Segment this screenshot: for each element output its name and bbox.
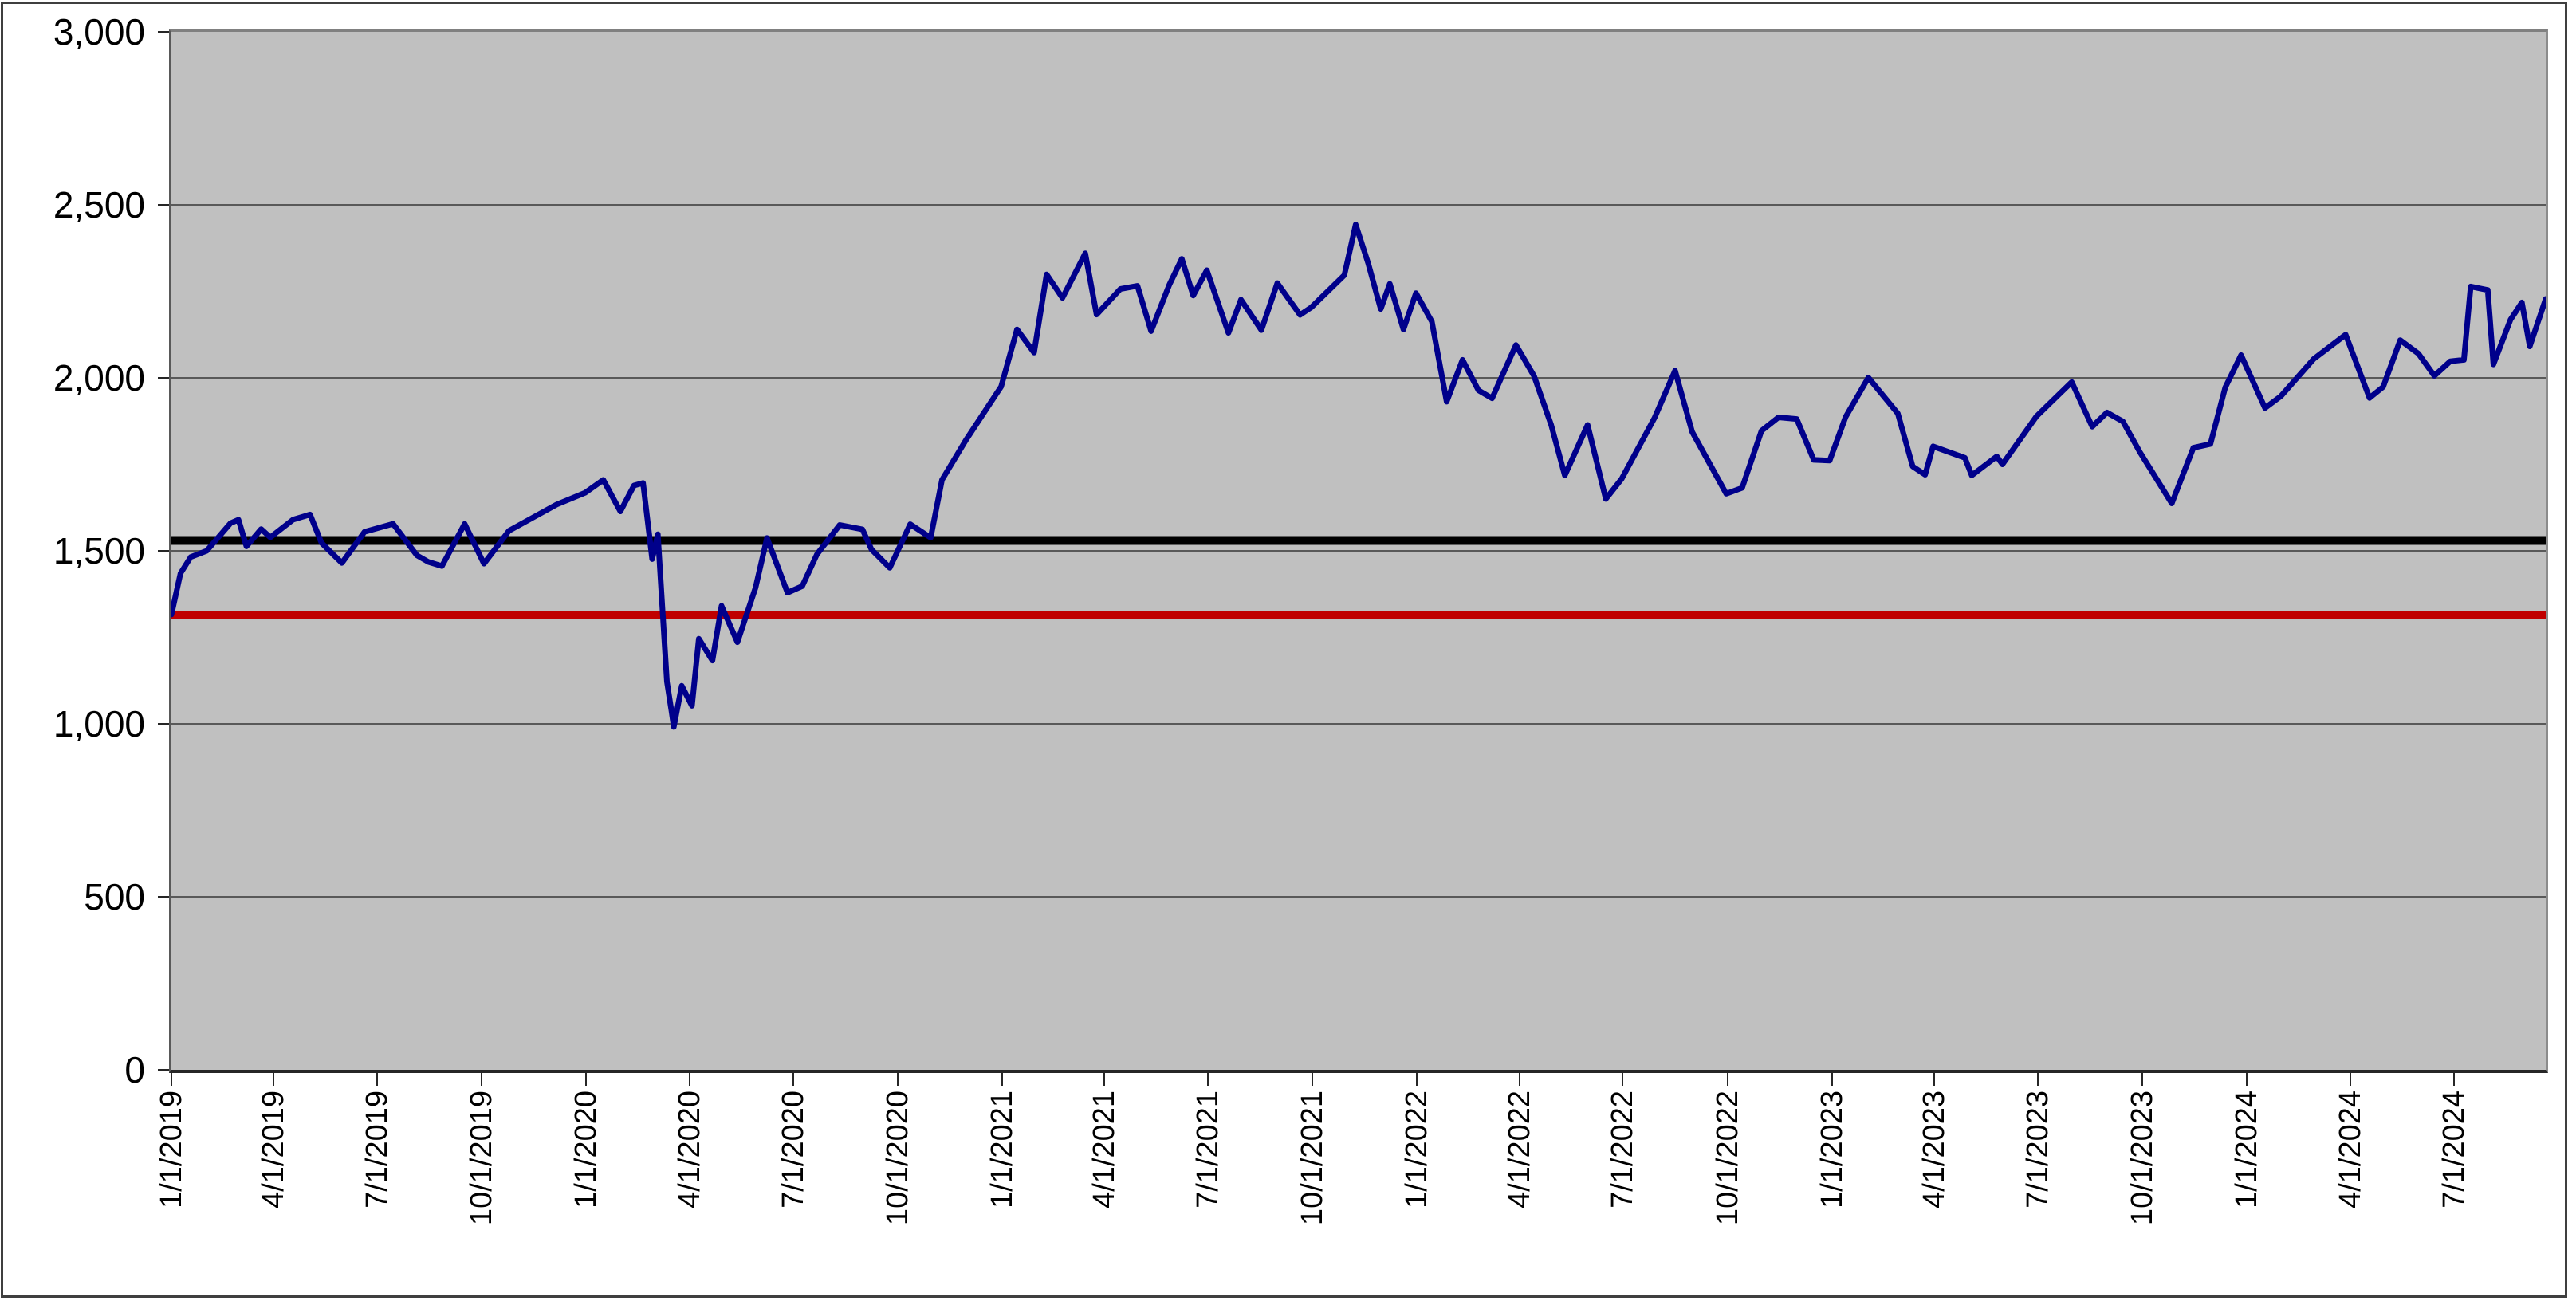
x-axis-tick-10/1/2022 <box>1726 1073 1728 1086</box>
x-axis-tick-4/1/2023 <box>1933 1073 1936 1086</box>
y-axis-tick-500 <box>158 896 169 898</box>
x-axis-label-10/1/2019: 10/1/2019 <box>465 1091 499 1226</box>
y-axis-tick-1,000 <box>158 723 169 725</box>
x-axis-tick-7/1/2023 <box>2036 1073 2039 1086</box>
y-axis-label-500: 500 <box>84 876 145 918</box>
y-axis-label-1,500: 1,500 <box>53 530 145 572</box>
x-axis-tick-10/1/2021 <box>1312 1073 1314 1086</box>
x-axis-label-4/1/2019: 4/1/2019 <box>257 1091 291 1209</box>
x-axis-label-4/1/2023: 4/1/2023 <box>1917 1091 1952 1209</box>
x-axis-label-7/1/2021: 7/1/2021 <box>1191 1091 1225 1209</box>
x-axis-label-1/1/2024: 1/1/2024 <box>2230 1091 2264 1209</box>
x-axis-tick-7/1/2019 <box>376 1073 379 1086</box>
x-axis-tick-4/1/2020 <box>689 1073 691 1086</box>
x-axis-label-1/1/2022: 1/1/2022 <box>1400 1091 1434 1209</box>
x-axis-label-10/1/2022: 10/1/2022 <box>1710 1091 1744 1226</box>
x-axis-label-10/1/2020: 10/1/2020 <box>880 1091 914 1226</box>
y-axis-tick-1,500 <box>158 550 169 552</box>
x-axis-tick-10/1/2023 <box>2141 1073 2143 1086</box>
x-axis-tick-7/1/2022 <box>1622 1073 1624 1086</box>
x-axis-label-10/1/2021: 10/1/2021 <box>1296 1091 1330 1226</box>
x-axis-label-7/1/2022: 7/1/2022 <box>1606 1091 1640 1209</box>
x-axis-tick-1/1/2022 <box>1416 1073 1418 1086</box>
x-axis-label-4/1/2022: 4/1/2022 <box>1502 1091 1536 1209</box>
x-axis-label-1/1/2019: 1/1/2019 <box>155 1091 188 1209</box>
y-axis-tick-3,000 <box>158 31 169 33</box>
x-axis-label-10/1/2023: 10/1/2023 <box>2125 1091 2159 1226</box>
x-axis-tick-4/1/2022 <box>1518 1073 1520 1086</box>
y-axis-label-2,000: 2,000 <box>53 357 145 399</box>
x-axis-tick-1/1/2021 <box>1001 1073 1004 1086</box>
x-axis-tick-1/1/2023 <box>1831 1073 1833 1086</box>
y-axis-label-0: 0 <box>124 1049 145 1091</box>
y-axis-label-1,000: 1,000 <box>53 703 145 745</box>
x-axis-tick-7/1/2024 <box>2452 1073 2455 1086</box>
x-axis-tick-1/1/2024 <box>2246 1073 2248 1086</box>
y-axis-label-2,500: 2,500 <box>53 184 145 226</box>
plot-canvas <box>171 204 2546 898</box>
y-axis-tick-0 <box>158 1069 169 1071</box>
y-axis-label-3,000: 3,000 <box>53 11 145 53</box>
plot-area <box>169 29 2548 1073</box>
x-axis-label-7/1/2023: 7/1/2023 <box>2020 1091 2055 1209</box>
x-axis-tick-4/1/2024 <box>2349 1073 2351 1086</box>
x-axis-tick-1/1/2019 <box>171 1073 172 1086</box>
x-axis-tick-4/1/2021 <box>1103 1073 1106 1086</box>
x-axis-tick-10/1/2019 <box>481 1073 483 1086</box>
x-axis-label-4/1/2024: 4/1/2024 <box>2333 1091 2367 1209</box>
x-axis-tick-1/1/2020 <box>585 1073 588 1086</box>
y-axis-tick-2,500 <box>158 204 169 206</box>
x-axis-tick-7/1/2020 <box>792 1073 794 1086</box>
x-axis-label-4/1/2021: 4/1/2021 <box>1087 1091 1122 1209</box>
x-axis-label-7/1/2019: 7/1/2019 <box>360 1091 395 1209</box>
x-axis-tick-7/1/2021 <box>1207 1073 1209 1086</box>
x-axis-label-7/1/2024: 7/1/2024 <box>2436 1091 2471 1209</box>
x-axis-label-1/1/2021: 1/1/2021 <box>985 1091 1020 1209</box>
x-axis-label-1/1/2020: 1/1/2020 <box>569 1091 604 1209</box>
series-line-daily-index-close <box>171 222 2546 730</box>
y-axis-tick-2,000 <box>158 377 169 379</box>
x-axis-label-7/1/2020: 7/1/2020 <box>776 1091 810 1209</box>
x-axis-label-4/1/2020: 4/1/2020 <box>673 1091 707 1209</box>
x-axis-tick-4/1/2019 <box>273 1073 275 1086</box>
x-axis-label-1/1/2023: 1/1/2023 <box>1815 1091 1849 1209</box>
x-axis-tick-10/1/2020 <box>896 1073 899 1086</box>
